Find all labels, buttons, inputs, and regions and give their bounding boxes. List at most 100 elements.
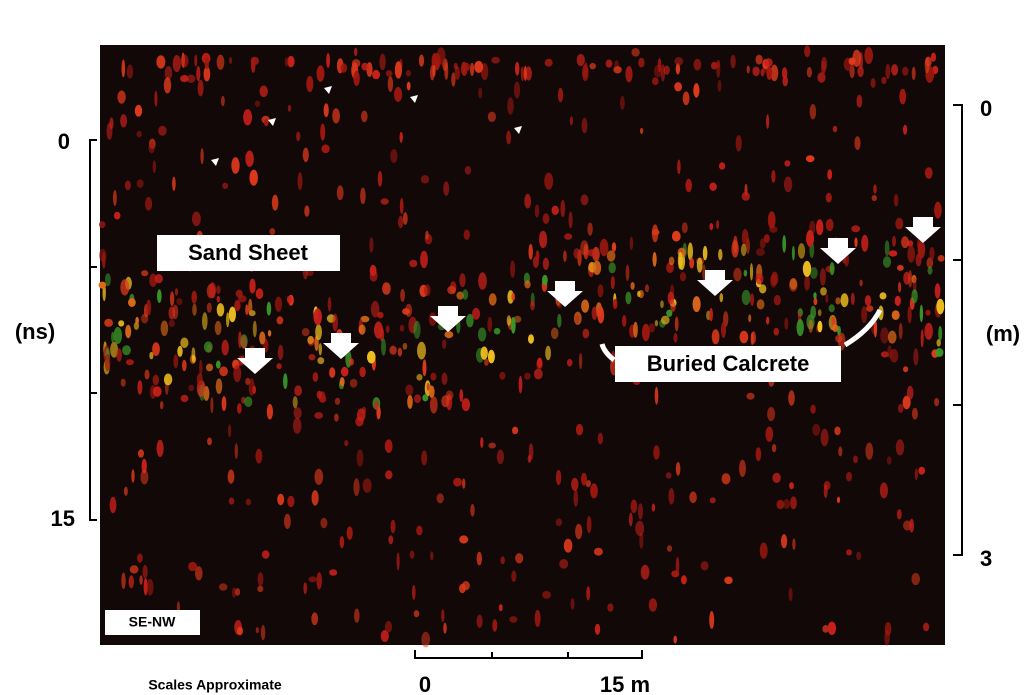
reflection — [317, 357, 325, 365]
reflection — [292, 417, 302, 434]
reflection — [157, 289, 162, 303]
reflection — [885, 63, 891, 80]
reflection — [125, 324, 132, 339]
reflection — [417, 341, 426, 360]
reflection — [861, 234, 869, 252]
reflection — [152, 374, 159, 386]
reflection — [806, 230, 815, 247]
reflection — [156, 55, 166, 69]
reflection — [887, 345, 892, 358]
reflection — [555, 469, 562, 486]
reflection — [884, 240, 890, 257]
reflection — [344, 440, 349, 447]
reflection — [241, 336, 247, 350]
reflection — [154, 274, 163, 284]
reflection — [487, 111, 496, 123]
reflection — [689, 491, 697, 504]
reflection — [314, 412, 324, 419]
reflection — [196, 66, 201, 82]
reflection — [321, 144, 330, 154]
reflection — [370, 300, 380, 318]
reflection — [266, 403, 273, 420]
reflection — [652, 252, 657, 267]
reflection — [229, 57, 233, 64]
reflection — [857, 65, 864, 78]
reflection — [227, 469, 235, 484]
reflection — [429, 396, 438, 414]
reflection — [864, 295, 872, 307]
reflection — [283, 373, 288, 390]
reflection — [861, 306, 868, 324]
reflection — [245, 304, 249, 316]
reflection — [870, 78, 876, 88]
reflection — [307, 335, 314, 345]
reflection — [277, 344, 284, 360]
reflection — [221, 396, 227, 412]
reflection — [829, 262, 835, 276]
reflection — [820, 428, 829, 447]
reflection — [154, 90, 158, 107]
reflection — [137, 380, 143, 395]
reflection — [898, 281, 902, 293]
reflection — [369, 264, 377, 277]
reflection — [491, 56, 500, 64]
reflection — [544, 172, 554, 190]
reflection — [99, 248, 107, 262]
reflection — [442, 339, 447, 350]
reflection — [121, 572, 126, 590]
reflection — [409, 550, 415, 559]
reflection — [515, 61, 520, 76]
reflection — [640, 564, 650, 580]
reflection — [739, 330, 749, 344]
reflection — [308, 576, 317, 583]
reflection — [430, 551, 434, 561]
reflection — [208, 282, 217, 299]
reflection — [359, 366, 366, 378]
reflection — [771, 170, 776, 183]
reflection — [528, 443, 534, 461]
reflection — [255, 627, 259, 634]
reflection — [424, 284, 431, 297]
reflection — [236, 403, 242, 414]
reflection — [750, 293, 755, 306]
reflection — [152, 160, 156, 174]
reflection — [129, 565, 139, 574]
reflection — [597, 306, 605, 324]
reflection — [813, 297, 818, 306]
scale-start: 0 — [419, 672, 431, 695]
reflection — [835, 297, 841, 305]
reflection — [127, 298, 136, 307]
reflection — [487, 349, 495, 364]
reflection — [234, 300, 241, 312]
reflection — [177, 345, 183, 357]
reflection — [464, 165, 472, 175]
reflection — [186, 74, 196, 84]
reflection — [104, 354, 111, 372]
reflection — [454, 66, 461, 80]
reflection — [144, 369, 150, 380]
reflection — [665, 472, 672, 479]
reflection — [935, 348, 944, 357]
reflection — [555, 518, 563, 527]
reflection — [110, 341, 119, 358]
reflection — [854, 237, 858, 248]
reflection — [191, 211, 201, 227]
reflection — [443, 622, 447, 634]
reflection — [812, 423, 821, 436]
reflection — [743, 269, 748, 277]
reflection — [936, 298, 945, 315]
reflection — [113, 211, 121, 220]
reflection — [675, 63, 681, 75]
reflection — [443, 181, 450, 196]
reflection — [105, 273, 111, 287]
reflection — [332, 313, 339, 332]
reflection — [919, 304, 924, 323]
reflection — [891, 64, 899, 76]
reflection — [721, 321, 726, 338]
reflection — [846, 549, 852, 556]
reflection — [581, 117, 588, 134]
reflection — [851, 225, 861, 233]
reflection — [789, 278, 798, 290]
reflection — [249, 278, 256, 294]
reflection — [200, 148, 204, 165]
